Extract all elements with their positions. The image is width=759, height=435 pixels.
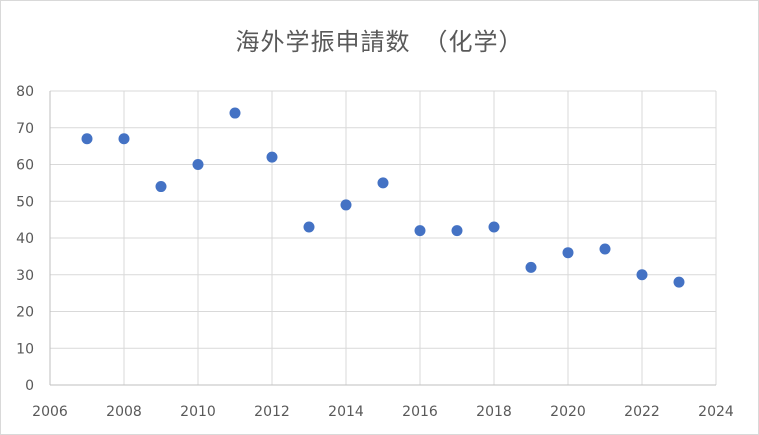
data-point-2023 bbox=[673, 276, 685, 288]
data-point-2020 bbox=[562, 247, 574, 259]
data-point-2017 bbox=[451, 225, 463, 237]
data-point-2013 bbox=[303, 221, 315, 233]
data-point-2016 bbox=[414, 225, 426, 237]
x-tick-label-2010: 2010 bbox=[180, 404, 216, 420]
x-tick-label-2014: 2014 bbox=[328, 404, 364, 420]
data-point-2010 bbox=[192, 159, 204, 170]
y-tick-label-70: 70 bbox=[16, 121, 34, 137]
x-tick-label-2008: 2008 bbox=[106, 404, 142, 420]
chart-title: 海外学振申請数 （化学） bbox=[235, 28, 524, 56]
x-tick-label-2016: 2016 bbox=[402, 404, 438, 420]
y-tick-label-0: 0 bbox=[25, 378, 34, 394]
y-tick-label-30: 30 bbox=[16, 268, 34, 284]
x-tick-label-2020: 2020 bbox=[550, 404, 586, 420]
y-tick-label-60: 60 bbox=[16, 158, 34, 174]
x-tick-label-2018: 2018 bbox=[476, 404, 512, 420]
y-tick-label-20: 20 bbox=[16, 305, 34, 321]
data-point-2015 bbox=[377, 177, 389, 189]
data-point-2014 bbox=[340, 199, 352, 211]
data-point-2009 bbox=[155, 181, 167, 193]
y-tick-label-40: 40 bbox=[16, 231, 34, 247]
data-point-2007 bbox=[81, 133, 93, 145]
y-tick-label-10: 10 bbox=[16, 341, 34, 357]
grid-layer bbox=[50, 90, 717, 385]
data-point-2019 bbox=[525, 261, 537, 273]
data-point-2021 bbox=[599, 243, 611, 255]
y-tick-label-80: 80 bbox=[16, 84, 34, 100]
data-point-2011 bbox=[229, 107, 241, 119]
axis-layer bbox=[49, 91, 716, 386]
tick-labels: 0 10 20 30 40 50 60 70 80 2006 2008 2010 2012 2014 201… bbox=[16, 84, 734, 420]
y-tick-label-50: 50 bbox=[16, 194, 34, 210]
data-points bbox=[81, 107, 685, 288]
x-tick-label-2006: 2006 bbox=[32, 404, 68, 420]
data-point-2008 bbox=[118, 133, 130, 145]
data-point-2012 bbox=[266, 151, 278, 163]
data-point-2022 bbox=[636, 269, 648, 281]
x-tick-label-2022: 2022 bbox=[624, 404, 660, 420]
data-point-2018 bbox=[488, 221, 500, 233]
x-tick-label-2024: 2024 bbox=[698, 404, 734, 420]
x-tick-label-2012: 2012 bbox=[254, 404, 290, 420]
